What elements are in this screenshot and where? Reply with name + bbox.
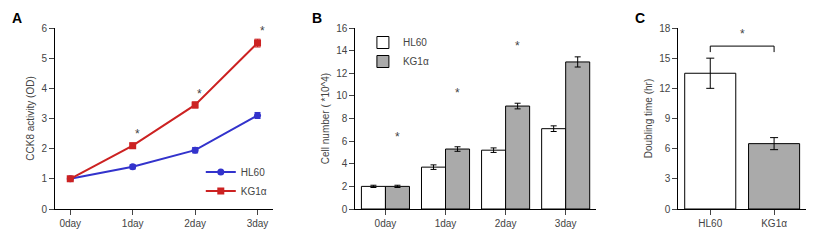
svg-text:6: 6 [665,143,671,154]
svg-text:*: * [395,130,400,144]
svg-text:0: 0 [665,204,671,215]
svg-text:2: 2 [41,143,47,154]
svg-text:0: 0 [342,204,348,215]
svg-text:C: C [635,10,645,26]
svg-text:12: 12 [659,83,671,94]
svg-text:4: 4 [41,83,47,94]
svg-text:10: 10 [336,90,348,101]
svg-text:0day: 0day [59,218,81,229]
svg-text:6: 6 [342,136,348,147]
svg-text:0: 0 [41,204,47,215]
svg-text:2day: 2day [495,218,517,229]
svg-text:8: 8 [342,113,348,124]
svg-text:B: B [312,10,322,26]
svg-text:3day: 3day [555,218,577,229]
svg-text:15: 15 [659,53,671,64]
svg-text:1day: 1day [122,218,144,229]
svg-text:CCK8 activity (OD): CCK8 activity (OD) [25,76,36,160]
svg-text:HL60: HL60 [698,218,722,229]
svg-text:16: 16 [336,23,348,34]
svg-text:Cell number ( *10^4): Cell number ( *10^4) [320,73,331,164]
svg-text:KG1α: KG1α [241,186,267,197]
svg-text:0day: 0day [375,218,397,229]
svg-text:2: 2 [342,181,348,192]
svg-text:KG1α: KG1α [403,56,429,67]
svg-text:*: * [740,27,745,41]
svg-text:4: 4 [342,158,348,169]
svg-text:3: 3 [41,113,47,124]
svg-text:*: * [260,24,265,38]
svg-text:12: 12 [336,68,348,79]
svg-text:2day: 2day [184,218,206,229]
svg-text:9: 9 [665,113,671,124]
svg-text:6: 6 [41,23,47,34]
svg-text:HL60: HL60 [241,167,265,178]
svg-text:*: * [197,87,202,101]
svg-text:5: 5 [41,53,47,64]
svg-text:3: 3 [665,173,671,184]
svg-text:1: 1 [41,173,47,184]
svg-text:*: * [455,86,460,100]
svg-text:A: A [12,10,22,26]
svg-text:*: * [135,127,140,141]
svg-text:*: * [515,39,520,53]
svg-text:14: 14 [336,45,348,56]
svg-text:1day: 1day [435,218,457,229]
svg-text:18: 18 [659,23,671,34]
svg-text:3day: 3day [247,218,269,229]
svg-text:Doubling time (hr): Doubling time (hr) [643,79,654,158]
svg-text:HL60: HL60 [403,37,427,48]
svg-text:KG1α: KG1α [761,218,787,229]
